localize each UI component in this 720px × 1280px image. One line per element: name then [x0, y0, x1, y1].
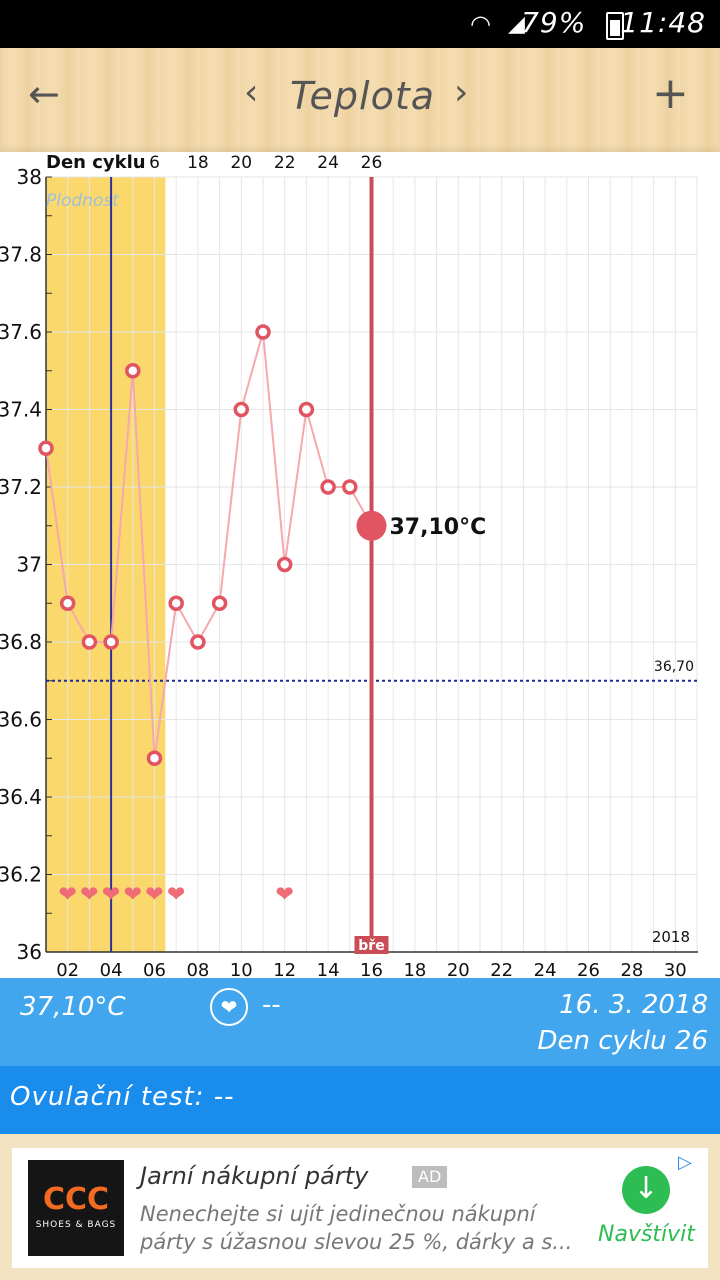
data-point: [190, 634, 206, 650]
x-tick-label: 20: [447, 960, 470, 978]
data-point: [59, 595, 76, 611]
heart-icon: ❤: [102, 883, 120, 908]
heart-icon: ❤: [124, 883, 142, 908]
chevron-left-icon[interactable]: ‹: [244, 72, 259, 113]
battery-text: 79%: [521, 6, 587, 39]
x-tick-label: 30: [664, 960, 687, 978]
data-point: [233, 401, 250, 418]
adchoices-icon[interactable]: ▷: [678, 1152, 692, 1173]
ad-banner[interactable]: CCC SHOES & BAGS Jarní nákupní párty AD …: [12, 1148, 708, 1268]
x-tick-label: 06: [143, 960, 166, 978]
x-tick-label: 18: [403, 960, 426, 978]
top-tick-label: 18: [187, 153, 209, 173]
page-title: Teplota: [290, 74, 436, 118]
cycle-day-label: Den cyklu 26: [537, 1026, 708, 1056]
y-tick-label: 36: [17, 940, 42, 964]
y-tick-label: 36.8: [0, 630, 42, 654]
data-point: [276, 556, 293, 573]
wifi-icon: ◠: [470, 10, 491, 38]
data-point: [342, 479, 358, 495]
signal-icon: ◢: [508, 12, 525, 37]
top-tick-label: 26: [361, 153, 383, 173]
data-point: [211, 595, 228, 611]
heart-icon: ❤: [167, 883, 185, 908]
temperature-chart[interactable]: 36 36.2 36.4 36.6 36.8 37 37.2 37.4 37.6 37.8 38 02…: [0, 152, 720, 981]
top-tick-label: 6: [149, 153, 160, 173]
top-tick-label: 24: [317, 153, 339, 173]
x-tick-label: 02: [56, 960, 79, 978]
y-tick-label: 37.8: [0, 243, 42, 267]
y-tick-label: 36.2: [0, 863, 42, 887]
chart-svg[interactable]: 36 36.2 36.4 36.6 36.8 37 37.2 37.4 37.6 37.8 38 02…: [0, 152, 720, 981]
ovulation-test-bar[interactable]: Ovulační test: --: [0, 1066, 720, 1134]
x-tick-label: 08: [186, 960, 209, 978]
y-tick-label: 36.6: [0, 708, 42, 732]
current-point-label: 37,10°C: [390, 515, 487, 540]
clock: 11:48: [620, 6, 706, 39]
x-tick-label: 10: [230, 960, 253, 978]
heart-value: --: [262, 990, 281, 1020]
data-point: [255, 324, 271, 340]
y-tick-label: 38: [17, 165, 42, 189]
data-point: [125, 363, 141, 379]
ad-logo[interactable]: CCC SHOES & BAGS: [28, 1160, 124, 1256]
info-bar: 37,10°C ❤ -- 16. 3. 2018 Den cyklu 26: [0, 978, 720, 1066]
app-bar: ← ‹ Teplota › +: [0, 48, 720, 152]
x-tick-label: 28: [620, 960, 643, 978]
fertile-label: Plodnost: [46, 191, 120, 211]
x-tick-label: 14: [317, 960, 340, 978]
data-point: [146, 750, 163, 766]
baseline-label: 36,70: [654, 659, 694, 675]
top-tick-label: 20: [230, 153, 252, 173]
date-label: 16. 3. 2018: [559, 990, 708, 1020]
x-tick-label: 12: [273, 960, 296, 978]
y-tick-label: 37: [17, 553, 42, 577]
arrow-left-icon[interactable]: ←: [28, 72, 60, 116]
data-point: [38, 440, 54, 456]
x-tick-label: 24: [534, 960, 557, 978]
heart-icon: ❤: [275, 883, 293, 908]
ad-badge: AD: [412, 1166, 448, 1188]
y-tick-label: 37.6: [0, 320, 42, 344]
data-point: [320, 479, 336, 495]
heart-icon[interactable]: ❤: [210, 988, 248, 1026]
current-temp: 37,10°C: [20, 992, 126, 1022]
ad-cta-button[interactable]: Navštívit: [598, 1222, 695, 1247]
temperature-line: [45, 331, 373, 759]
ovulation-test-label: Ovulační test: --: [10, 1082, 235, 1112]
ad-logo-sub: SHOES & BAGS: [35, 1220, 117, 1230]
current-point: [356, 510, 387, 541]
top-tick-label: 22: [274, 153, 296, 173]
ad-title[interactable]: Jarní nákupní párty: [140, 1162, 369, 1190]
marker-box: [354, 936, 389, 954]
y-tick-label: 37.2: [0, 475, 42, 499]
chevron-right-icon[interactable]: ›: [454, 72, 469, 113]
heart-icon: ❤: [58, 883, 76, 908]
heart-icon: ❤: [145, 883, 163, 908]
data-point: [103, 634, 119, 650]
x-tick-label: 22: [490, 960, 513, 978]
data-point: [81, 634, 98, 650]
y-tick-label: 36.4: [0, 785, 42, 809]
arrow-down-icon[interactable]: ↓: [622, 1166, 670, 1214]
year-label: 2018: [652, 928, 690, 946]
top-axis-label: Den cyklu: [46, 152, 146, 173]
marker-label: bře: [358, 938, 384, 954]
y-tick-label: 37.4: [0, 398, 42, 422]
heart-icon: ❤: [80, 883, 98, 908]
status-bar: ◠ ◢ 79% 11:48: [0, 0, 720, 48]
data-point: [168, 595, 184, 611]
battery-icon: [606, 12, 624, 40]
x-tick-label: 16: [360, 960, 383, 978]
x-tick-label: 26: [577, 960, 600, 978]
ad-logo-text: CCC: [42, 1182, 110, 1217]
data-point: [298, 401, 315, 418]
x-tick-label: 04: [100, 960, 123, 978]
plus-icon[interactable]: +: [652, 68, 689, 119]
ad-description[interactable]: Nenechejte si ujít jedinečnou nákupní pá…: [140, 1202, 573, 1254]
